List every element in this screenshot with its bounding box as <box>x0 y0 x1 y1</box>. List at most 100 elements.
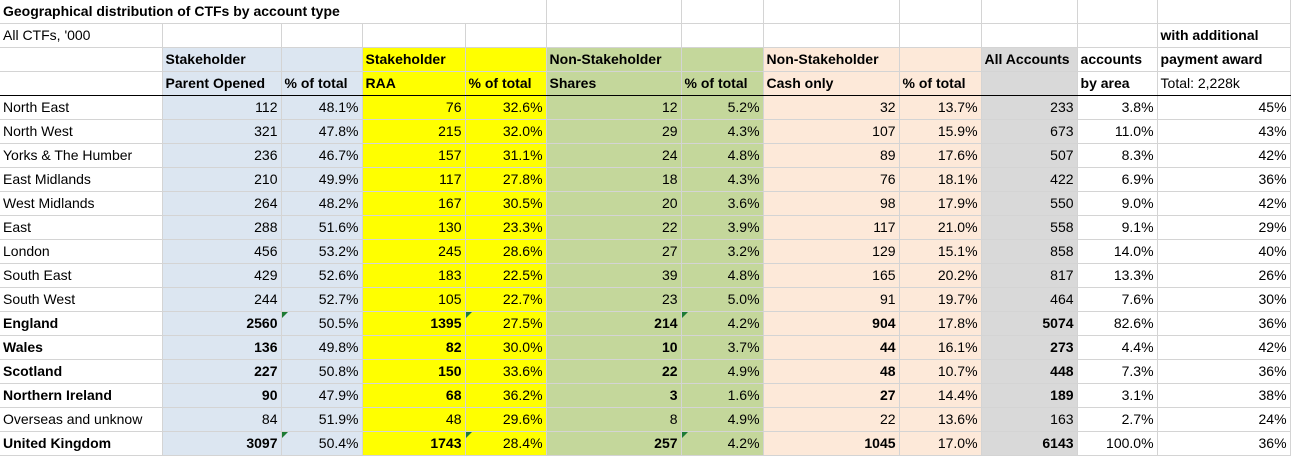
payment-award-cell[interactable]: 36% <box>1157 431 1291 456</box>
shares-pct-cell[interactable]: 4.9% <box>681 407 764 432</box>
shares-pct-cell[interactable]: 3.6% <box>681 191 764 216</box>
header-with-additional[interactable]: with additional <box>1157 23 1291 48</box>
raa-cell[interactable]: 68 <box>362 383 466 408</box>
raa-pct-cell[interactable]: 30.5% <box>465 191 547 216</box>
header-pct-shares[interactable]: % of total <box>681 71 764 96</box>
cash-only-pct-cell[interactable]: 10.7% <box>899 359 982 384</box>
sheet-subtitle[interactable]: All CTFs, '000 <box>0 23 163 48</box>
cash-only-pct-cell[interactable]: 13.7% <box>899 95 982 120</box>
raa-cell[interactable]: 117 <box>362 167 466 192</box>
cell[interactable] <box>362 23 466 48</box>
all-accounts-cell[interactable]: 550 <box>981 191 1078 216</box>
all-accounts-cell[interactable]: 163 <box>981 407 1078 432</box>
header-cash-only[interactable]: Cash only <box>763 71 900 96</box>
shares-pct-cell[interactable]: 4.3% <box>681 167 764 192</box>
region-cell[interactable]: Scotland <box>0 359 163 384</box>
cash-only-pct-cell[interactable]: 17.0% <box>899 431 982 456</box>
shares-pct-cell[interactable]: 3.9% <box>681 215 764 240</box>
cash-only-pct-cell[interactable]: 18.1% <box>899 167 982 192</box>
cash-only-pct-cell[interactable]: 15.1% <box>899 239 982 264</box>
cash-only-cell[interactable]: 48 <box>763 359 900 384</box>
cell[interactable] <box>899 47 982 72</box>
cell[interactable] <box>681 23 764 48</box>
all-accounts-cell[interactable]: 5074 <box>981 311 1078 336</box>
raa-pct-cell[interactable]: 22.7% <box>465 287 547 312</box>
shares-pct-cell[interactable]: 3.7% <box>681 335 764 360</box>
cash-only-pct-cell[interactable]: 19.7% <box>899 287 982 312</box>
cash-only-cell[interactable]: 129 <box>763 239 900 264</box>
cell[interactable] <box>281 23 363 48</box>
cash-only-cell[interactable]: 22 <box>763 407 900 432</box>
raa-pct-cell[interactable]: 29.6% <box>465 407 547 432</box>
payment-award-cell[interactable]: 45% <box>1157 95 1291 120</box>
parent-opened-cell[interactable]: 244 <box>162 287 282 312</box>
parent-opened-pct-cell[interactable]: 51.6% <box>281 215 363 240</box>
parent-opened-cell[interactable]: 2560 <box>162 311 282 336</box>
parent-opened-cell[interactable]: 264 <box>162 191 282 216</box>
shares-pct-cell[interactable]: 5.2% <box>681 95 764 120</box>
cell[interactable] <box>1157 0 1291 24</box>
payment-award-cell[interactable]: 24% <box>1157 407 1291 432</box>
cell[interactable] <box>981 71 1078 96</box>
raa-cell[interactable]: 215 <box>362 119 466 144</box>
raa-pct-cell[interactable]: 23.3% <box>465 215 547 240</box>
payment-award-cell[interactable]: 26% <box>1157 263 1291 288</box>
by-area-cell[interactable]: 100.0% <box>1077 431 1158 456</box>
cash-only-cell[interactable]: 27 <box>763 383 900 408</box>
region-cell[interactable]: South West <box>0 287 163 312</box>
cell[interactable] <box>465 23 547 48</box>
all-accounts-cell[interactable]: 448 <box>981 359 1078 384</box>
by-area-cell[interactable]: 14.0% <box>1077 239 1158 264</box>
payment-award-cell[interactable]: 36% <box>1157 167 1291 192</box>
header-raa[interactable]: RAA <box>362 71 466 96</box>
raa-pct-cell[interactable]: 22.5% <box>465 263 547 288</box>
by-area-cell[interactable]: 2.7% <box>1077 407 1158 432</box>
parent-opened-cell[interactable]: 288 <box>162 215 282 240</box>
cell[interactable] <box>981 23 1078 48</box>
cash-only-pct-cell[interactable]: 21.0% <box>899 215 982 240</box>
raa-cell[interactable]: 48 <box>362 407 466 432</box>
all-accounts-cell[interactable]: 558 <box>981 215 1078 240</box>
header-payment-award[interactable]: payment award <box>1157 47 1291 72</box>
header-total-award[interactable]: Total: 2,228k <box>1157 71 1291 96</box>
header-nonstake-cash[interactable]: Non-Stakeholder <box>763 47 900 72</box>
sheet-title[interactable]: Geographical distribution of CTFs by acc… <box>0 0 547 24</box>
shares-pct-cell[interactable]: 4.2% <box>681 431 764 456</box>
all-accounts-cell[interactable]: 233 <box>981 95 1078 120</box>
payment-award-cell[interactable]: 43% <box>1157 119 1291 144</box>
shares-cell[interactable]: 22 <box>546 215 682 240</box>
region-cell[interactable]: North West <box>0 119 163 144</box>
cash-only-pct-cell[interactable]: 13.6% <box>899 407 982 432</box>
shares-cell[interactable]: 8 <box>546 407 682 432</box>
cash-only-cell[interactable]: 165 <box>763 263 900 288</box>
payment-award-cell[interactable]: 40% <box>1157 239 1291 264</box>
shares-cell[interactable]: 29 <box>546 119 682 144</box>
all-accounts-cell[interactable]: 189 <box>981 383 1078 408</box>
shares-cell[interactable]: 20 <box>546 191 682 216</box>
cell[interactable] <box>0 71 163 96</box>
cash-only-cell[interactable]: 117 <box>763 215 900 240</box>
parent-opened-pct-cell[interactable]: 50.4% <box>281 431 363 456</box>
header-stakeholder-parent[interactable]: Stakeholder <box>162 47 282 72</box>
all-accounts-cell[interactable]: 422 <box>981 167 1078 192</box>
raa-cell[interactable]: 167 <box>362 191 466 216</box>
shares-cell[interactable]: 24 <box>546 143 682 168</box>
payment-award-cell[interactable]: 29% <box>1157 215 1291 240</box>
header-nonstake-shares[interactable]: Non-Stakeholder <box>546 47 682 72</box>
parent-opened-cell[interactable]: 3097 <box>162 431 282 456</box>
raa-cell[interactable]: 82 <box>362 335 466 360</box>
raa-pct-cell[interactable]: 28.4% <box>465 431 547 456</box>
shares-pct-cell[interactable]: 3.2% <box>681 239 764 264</box>
raa-cell[interactable]: 1395 <box>362 311 466 336</box>
cash-only-cell[interactable]: 98 <box>763 191 900 216</box>
region-cell[interactable]: Overseas and unknow <box>0 407 163 432</box>
cell[interactable] <box>681 47 764 72</box>
shares-cell[interactable]: 10 <box>546 335 682 360</box>
payment-award-cell[interactable]: 38% <box>1157 383 1291 408</box>
all-accounts-cell[interactable]: 464 <box>981 287 1078 312</box>
shares-cell[interactable]: 257 <box>546 431 682 456</box>
all-accounts-cell[interactable]: 817 <box>981 263 1078 288</box>
payment-award-cell[interactable]: 36% <box>1157 359 1291 384</box>
payment-award-cell[interactable]: 42% <box>1157 335 1291 360</box>
shares-pct-cell[interactable]: 1.6% <box>681 383 764 408</box>
